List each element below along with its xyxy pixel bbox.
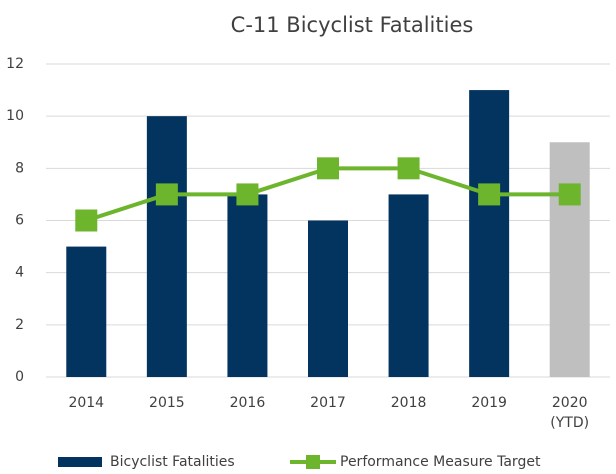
legend-swatch	[58, 457, 102, 467]
bar	[227, 194, 268, 377]
marker	[478, 183, 501, 206]
marker	[317, 157, 339, 180]
y-tick-label: 0	[15, 369, 24, 385]
x-tick-label: 2017	[310, 395, 346, 411]
y-tick-label: 6	[15, 213, 24, 229]
x-tick-label: 2020 (YTD)	[550, 395, 589, 431]
bar	[469, 90, 510, 377]
y-tick-label: 10	[6, 108, 24, 124]
legend-swatch	[306, 455, 320, 469]
legend-label: Performance Measure Target	[340, 454, 541, 470]
marker	[558, 183, 581, 206]
x-tick-label: 2016	[230, 395, 266, 411]
y-tick-label: 2	[15, 317, 24, 333]
bar	[146, 116, 187, 378]
x-tick-label: 2019	[471, 395, 507, 411]
legend-label: Bicyclist Fatalities	[110, 454, 235, 470]
y-tick-label: 4	[15, 265, 24, 281]
x-tick-label: 2014	[68, 395, 104, 411]
marker	[236, 183, 259, 206]
bar	[549, 142, 590, 377]
x-tick-label: 2015	[149, 395, 185, 411]
chart-title: C-11 Bicyclist Fatalities	[231, 13, 474, 37]
y-tick-label: 8	[15, 160, 24, 176]
bar	[388, 194, 429, 377]
x-tick-label: 2018	[391, 395, 427, 411]
marker	[155, 183, 178, 206]
y-tick-label: 12	[6, 56, 24, 72]
marker	[75, 209, 98, 232]
marker	[397, 157, 420, 180]
bar	[66, 246, 107, 377]
bar	[308, 220, 348, 377]
